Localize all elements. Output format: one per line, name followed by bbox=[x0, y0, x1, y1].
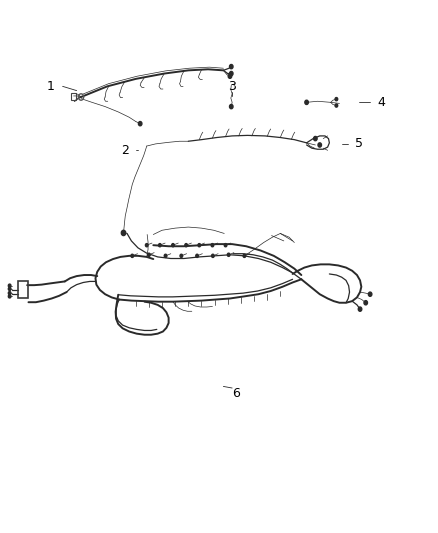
Circle shape bbox=[8, 295, 11, 298]
Circle shape bbox=[212, 254, 214, 257]
Circle shape bbox=[224, 244, 227, 247]
Text: 3: 3 bbox=[228, 80, 236, 93]
Circle shape bbox=[314, 136, 317, 141]
Text: 1: 1 bbox=[46, 80, 54, 93]
Circle shape bbox=[305, 100, 308, 104]
Circle shape bbox=[131, 254, 134, 257]
Circle shape bbox=[230, 104, 233, 109]
Circle shape bbox=[198, 244, 201, 247]
Circle shape bbox=[121, 230, 126, 236]
Circle shape bbox=[145, 244, 148, 247]
Circle shape bbox=[318, 143, 321, 147]
Text: 6: 6 bbox=[233, 387, 240, 400]
Bar bbox=[71, 93, 76, 100]
Circle shape bbox=[368, 292, 372, 296]
Circle shape bbox=[138, 122, 142, 126]
Bar bbox=[18, 281, 28, 298]
Circle shape bbox=[148, 253, 150, 256]
Circle shape bbox=[228, 74, 232, 78]
Circle shape bbox=[180, 254, 183, 257]
Circle shape bbox=[243, 254, 246, 257]
Circle shape bbox=[8, 292, 11, 295]
Circle shape bbox=[164, 254, 167, 257]
Circle shape bbox=[8, 287, 11, 290]
Text: 4: 4 bbox=[377, 96, 385, 109]
Circle shape bbox=[185, 244, 187, 247]
Circle shape bbox=[159, 244, 161, 247]
Circle shape bbox=[335, 104, 338, 107]
Circle shape bbox=[335, 98, 338, 101]
Circle shape bbox=[196, 254, 198, 257]
Circle shape bbox=[230, 71, 233, 76]
Text: 5: 5 bbox=[355, 138, 363, 150]
Circle shape bbox=[172, 244, 174, 247]
Circle shape bbox=[211, 244, 214, 247]
Text: 2: 2 bbox=[121, 144, 129, 157]
Circle shape bbox=[364, 301, 367, 305]
Circle shape bbox=[358, 307, 362, 311]
Circle shape bbox=[227, 253, 230, 256]
Circle shape bbox=[8, 284, 11, 287]
Circle shape bbox=[230, 64, 233, 69]
